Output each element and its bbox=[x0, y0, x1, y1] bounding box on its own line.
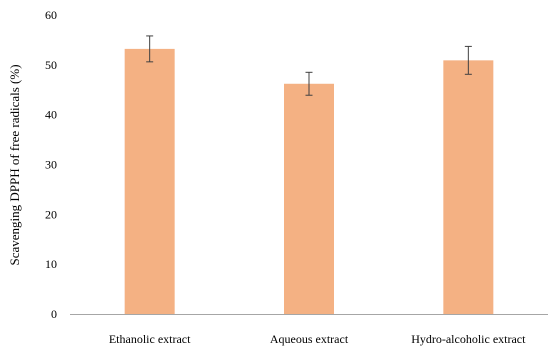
y-tick-label: 60 bbox=[45, 8, 57, 22]
y-axis-title: Scavenging DPPH of free radicals (%) bbox=[7, 64, 22, 265]
y-tick-label: 40 bbox=[45, 108, 57, 122]
x-axis-labels: Ethanolic extract Aqueous extract Hydro-al… bbox=[109, 332, 526, 346]
y-tick-label: 0 bbox=[51, 307, 57, 321]
bar bbox=[124, 48, 175, 315]
y-tick-label: 50 bbox=[45, 58, 57, 72]
y-axis-ticks: 0 10 20 30 40 50 60 bbox=[45, 8, 57, 321]
bars bbox=[124, 48, 494, 315]
y-tick-label: 30 bbox=[45, 158, 57, 172]
x-category-label: Aqueous extract bbox=[270, 332, 349, 346]
error-bars bbox=[146, 35, 472, 96]
bar bbox=[443, 60, 494, 315]
bar bbox=[284, 83, 334, 315]
y-tick-label: 20 bbox=[45, 207, 57, 221]
x-category-label: Hydro-alcoholic extract bbox=[411, 332, 526, 346]
x-category-label: Ethanolic extract bbox=[109, 332, 191, 346]
y-tick-label: 10 bbox=[45, 257, 57, 271]
